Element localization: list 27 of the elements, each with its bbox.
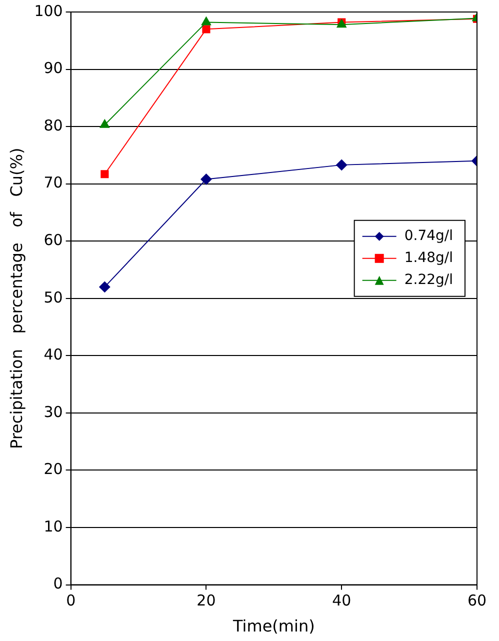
legend-label: 0.74g/l (404, 228, 454, 244)
y-tick-label: 70 (44, 174, 63, 192)
y-tick-label: 0 (53, 574, 63, 593)
x-tick-label: 0 (66, 592, 76, 610)
y-tick-label: 90 (44, 59, 63, 78)
point (100, 170, 109, 178)
y-tick-label: 20 (44, 460, 63, 478)
y-tick-label: 80 (44, 116, 63, 134)
x-tick-label: 60 (467, 592, 487, 610)
y-tick-label: 60 (44, 231, 63, 250)
x-tick-label: 40 (332, 592, 352, 610)
legend-label: 2.22g/l (404, 272, 454, 288)
point (202, 25, 210, 34)
point (99, 281, 110, 292)
point (336, 159, 348, 170)
x-axis-title: Time(min) (232, 616, 315, 636)
y-tick-label: 100 (34, 2, 63, 20)
y-axis-title: Precipitation percentage of Cu(%) (6, 148, 26, 450)
point (200, 174, 212, 185)
x-tick-label: 20 (196, 592, 216, 610)
y-tick-label: 10 (44, 517, 63, 536)
legend-label: 1.48g/l (404, 250, 454, 266)
y-tick-label: 50 (44, 288, 63, 306)
y-tick-label: 30 (44, 402, 63, 421)
point (100, 119, 110, 128)
y-tick-label: 40 (44, 346, 63, 364)
point (201, 16, 212, 26)
